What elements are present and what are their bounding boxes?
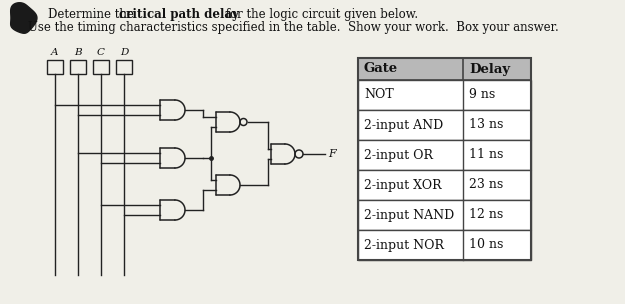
Bar xyxy=(358,110,531,140)
Text: Determine the: Determine the xyxy=(48,8,138,21)
Text: 12 ns: 12 ns xyxy=(469,209,503,222)
Text: 11 ns: 11 ns xyxy=(469,148,503,161)
Polygon shape xyxy=(11,3,37,33)
Text: B: B xyxy=(74,48,82,57)
Text: NOT: NOT xyxy=(364,88,394,102)
Text: F: F xyxy=(328,149,336,159)
Text: for the logic circuit given below.: for the logic circuit given below. xyxy=(222,8,418,21)
Text: 2-input NOR: 2-input NOR xyxy=(364,239,444,251)
Text: 9 ns: 9 ns xyxy=(469,88,495,102)
Text: Delay: Delay xyxy=(469,63,510,75)
Text: 23 ns: 23 ns xyxy=(469,178,503,192)
Bar xyxy=(47,60,63,74)
Bar xyxy=(358,200,531,230)
Text: 10 ns: 10 ns xyxy=(469,239,503,251)
Bar xyxy=(358,58,531,80)
Bar xyxy=(358,140,531,170)
Bar xyxy=(93,60,109,74)
Text: 13 ns: 13 ns xyxy=(469,119,503,132)
Text: Use the timing characteristics specified in the table.  Show your work.  Box you: Use the timing characteristics specified… xyxy=(28,21,559,34)
Text: A: A xyxy=(51,48,59,57)
Text: 2-input XOR: 2-input XOR xyxy=(364,178,442,192)
Text: critical path delay: critical path delay xyxy=(119,8,239,21)
Text: D: D xyxy=(120,48,128,57)
Text: Gate: Gate xyxy=(364,63,398,75)
Text: C: C xyxy=(97,48,105,57)
Bar xyxy=(358,170,531,200)
Bar xyxy=(70,60,86,74)
Text: 2-input OR: 2-input OR xyxy=(364,148,433,161)
Text: 2-input AND: 2-input AND xyxy=(364,119,443,132)
Bar xyxy=(358,80,531,110)
Bar xyxy=(358,230,531,260)
Bar xyxy=(116,60,132,74)
Bar xyxy=(358,58,531,260)
Text: 2-input NAND: 2-input NAND xyxy=(364,209,454,222)
